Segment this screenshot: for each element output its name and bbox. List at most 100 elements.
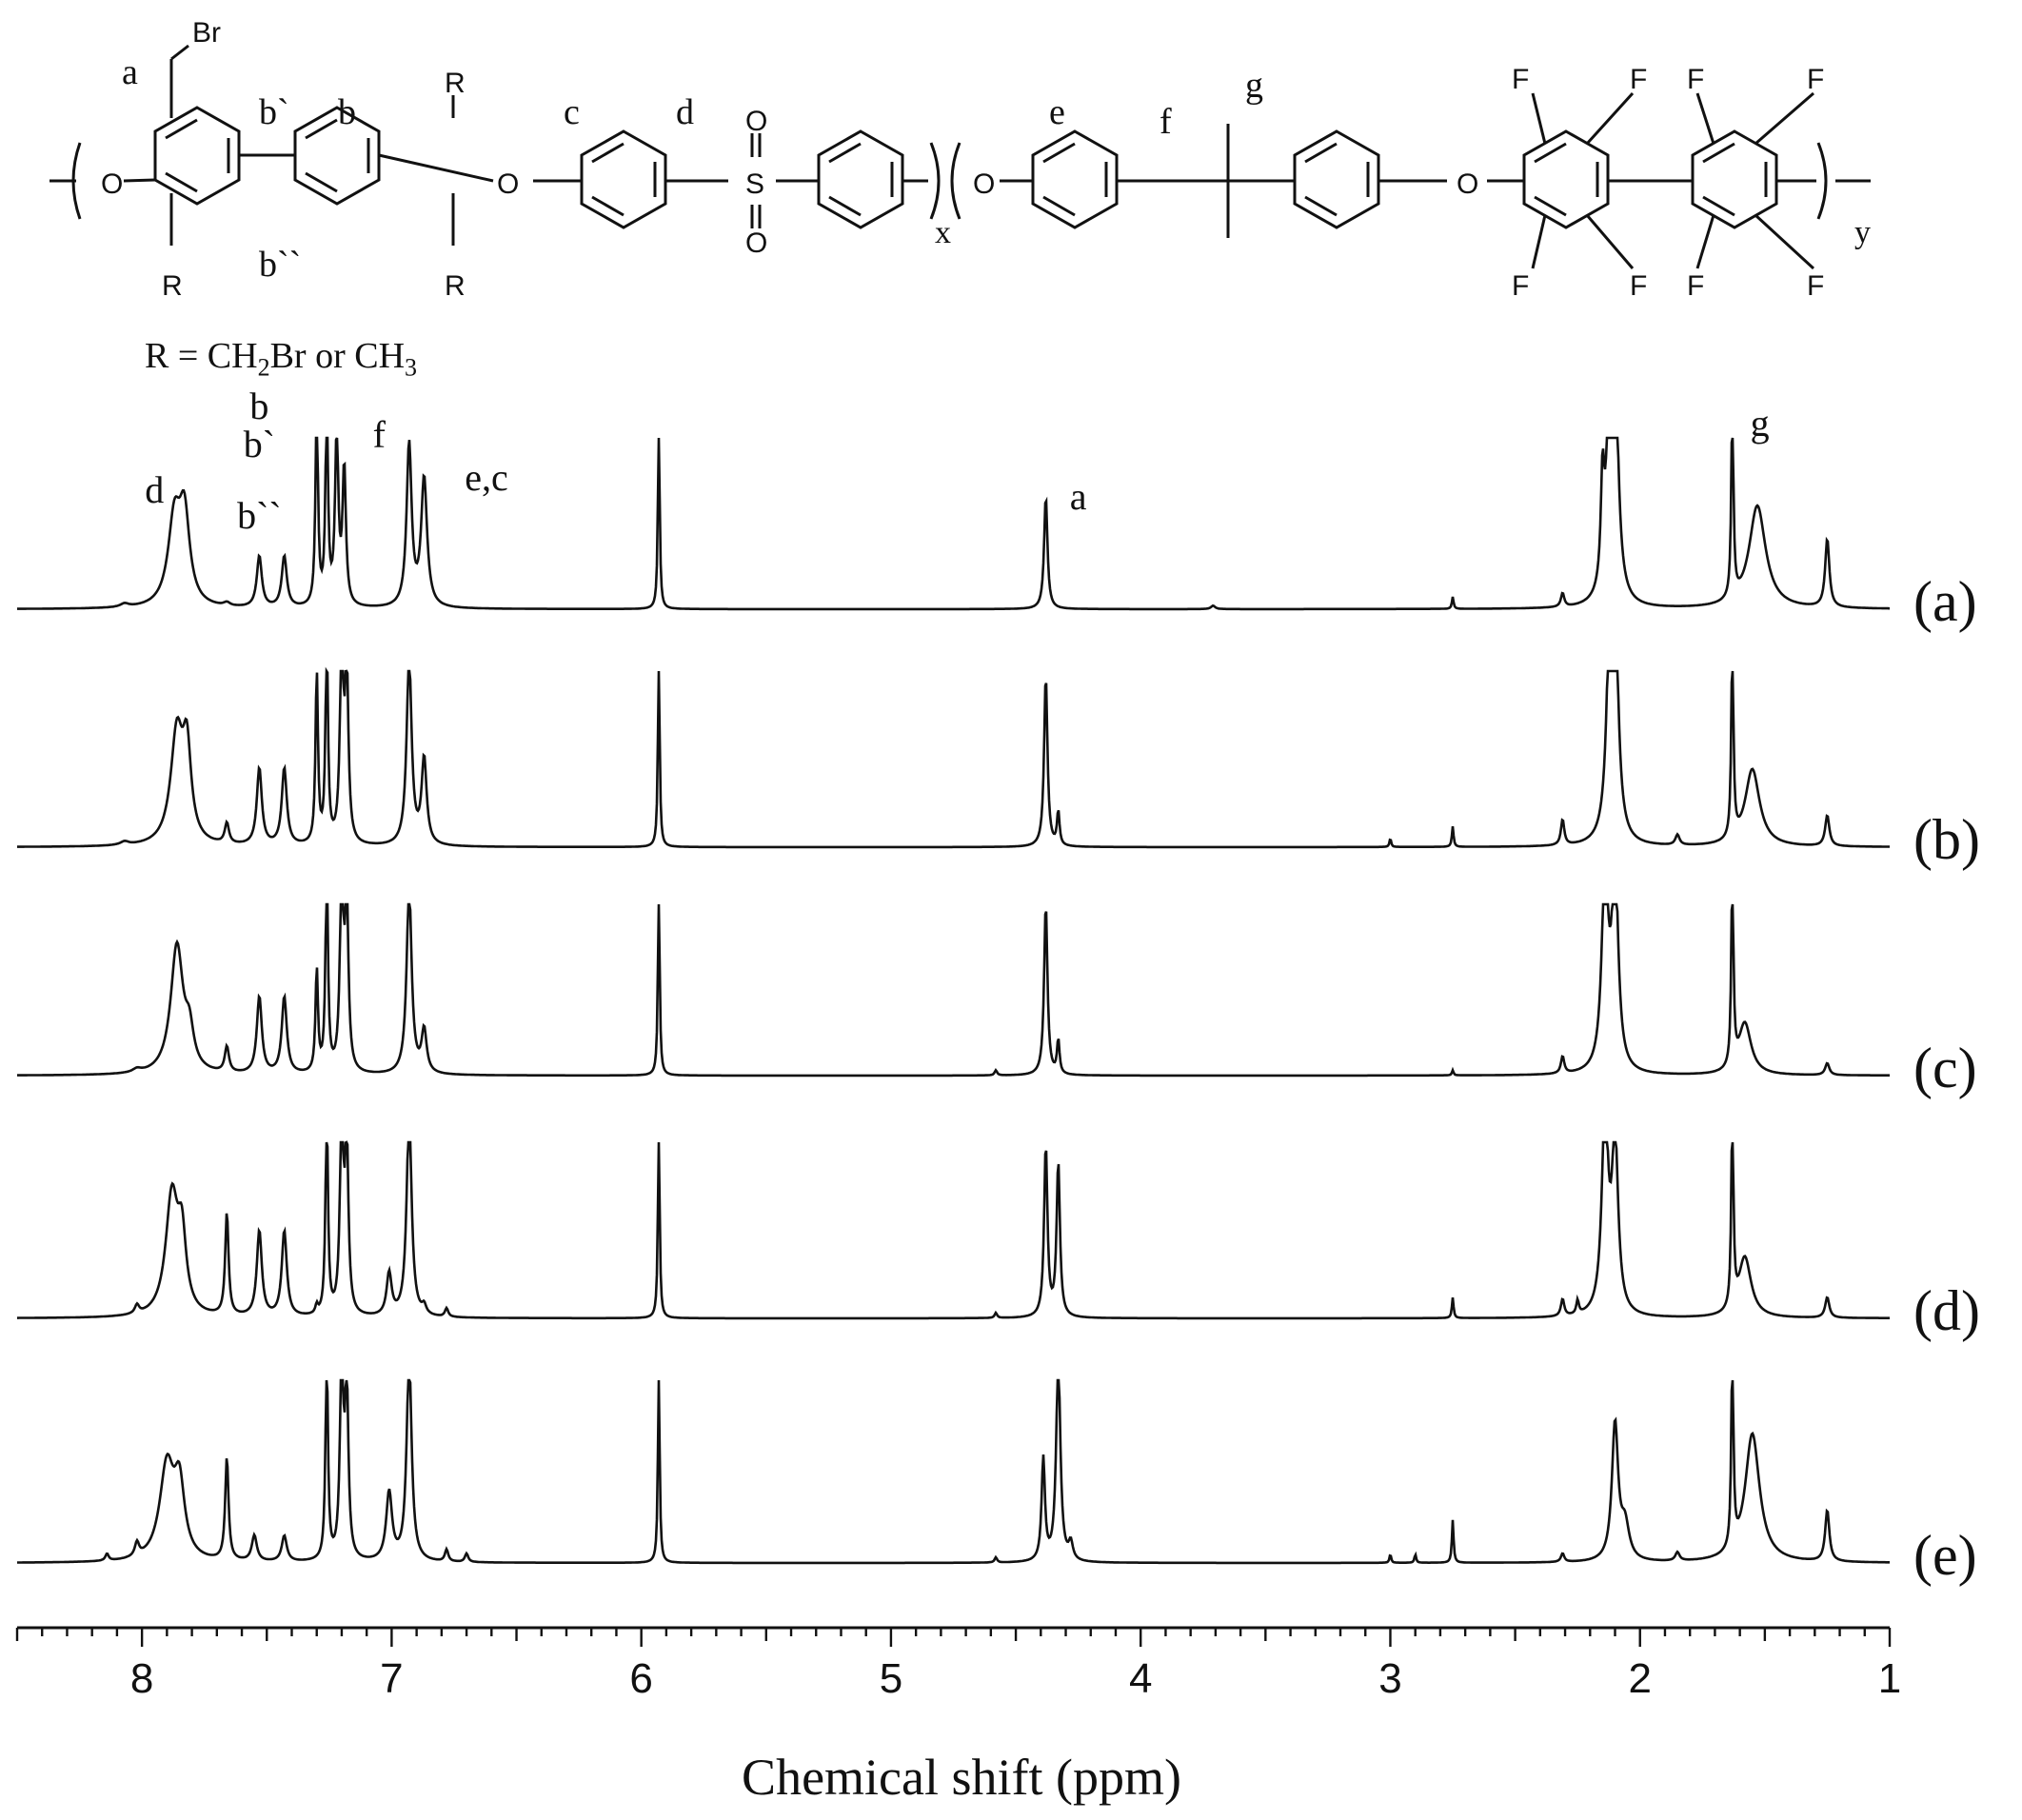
ring6-double-bond <box>1304 142 1338 164</box>
x-axis-ticks: 8 7 6 5 4 3 2 1 <box>15 1628 1901 1702</box>
open-bracket-x <box>71 142 82 220</box>
x-tick-label: 3 <box>1378 1655 1401 1702</box>
series-label: (d) <box>1913 1279 1980 1342</box>
atom-o-sulfone-up: O <box>745 106 767 137</box>
atom-br: Br <box>192 17 221 49</box>
atom-f: F <box>1807 270 1824 302</box>
atom-o1: O <box>101 168 123 200</box>
ring8-double-bond <box>1702 195 1735 217</box>
close-bracket-y <box>1816 142 1828 220</box>
ring3-double-bond <box>591 142 624 164</box>
f-bond <box>1754 91 1814 146</box>
ring8-double-bond <box>1702 142 1735 164</box>
benzene-ring-3 <box>580 129 667 229</box>
atom-f: F <box>1687 270 1704 302</box>
atom-o3: O <box>973 168 995 200</box>
ring1-double-bond <box>165 118 198 140</box>
o1-ring1-bond <box>123 178 156 183</box>
x-tick-label: 8 <box>130 1655 153 1702</box>
peak-label: d <box>145 468 164 511</box>
ring2-double-bond <box>305 118 338 140</box>
br-bond <box>170 44 189 61</box>
ring2-o2-bond <box>378 153 494 183</box>
spectrum-trace <box>17 666 1890 849</box>
scheme-label-a: a <box>122 52 138 92</box>
series-label: (b) <box>1913 808 1980 871</box>
x-axis: 8 7 6 5 4 3 2 1 Chemical shift (ppm) <box>15 1626 1901 1806</box>
scheme-label-b: b <box>338 92 356 132</box>
peak-label: a <box>1070 475 1087 518</box>
atom-f: F <box>1512 270 1529 302</box>
x-tick-label: 2 <box>1628 1655 1651 1702</box>
f-bond <box>1695 92 1715 145</box>
benzene-ring-4 <box>817 129 904 229</box>
ring7-double-bond <box>1534 142 1567 164</box>
perfluoro-ring-2 <box>1691 129 1778 229</box>
atom-f: F <box>1687 64 1704 95</box>
atom-o2: O <box>497 168 519 200</box>
peak-label: g <box>1751 402 1770 445</box>
peak-label: f <box>373 413 387 456</box>
spectrum-trace <box>17 1140 1890 1320</box>
caption-sub-3: 3 <box>405 353 418 382</box>
series-label: (c) <box>1913 1037 1977 1099</box>
series-labels: (a) (b) (c) (d) (e) <box>1913 570 1980 1587</box>
spectrum-trace <box>17 902 1890 1078</box>
ring5-double-bond <box>1042 142 1076 164</box>
series-label: (e) <box>1913 1524 1977 1587</box>
x-tick-label: 7 <box>380 1655 403 1702</box>
f-bond <box>1585 214 1635 269</box>
atom-f: F <box>1512 64 1529 95</box>
f-bond <box>1754 213 1815 270</box>
caption-mid: Br or CH <box>269 336 406 376</box>
x-tick-label: 5 <box>880 1655 902 1702</box>
scheme-caption: R = CH2Br or CH3 <box>145 335 417 383</box>
scheme-label-b2: b`` <box>259 245 301 285</box>
x-axis-title: Chemical shift (ppm) <box>742 1749 1181 1806</box>
atom-o4: O <box>1457 168 1478 200</box>
atom-r2: R <box>445 68 466 99</box>
atom-r3: R <box>445 270 466 302</box>
f-bond <box>1531 92 1547 145</box>
atom-o-sulfone-down: O <box>745 228 767 259</box>
peak-label: b <box>249 385 268 427</box>
x-tick-label: 6 <box>629 1655 652 1702</box>
benzene-ring-2 <box>293 106 381 206</box>
ring1-double-bond <box>165 171 198 193</box>
nmr-spectra <box>17 436 1890 1565</box>
benzene-ring-6 <box>1293 129 1380 229</box>
f-bond <box>1695 214 1715 269</box>
spectrum-trace <box>17 1378 1890 1565</box>
f-bond <box>1585 91 1635 146</box>
x-tick-label: 1 <box>1878 1655 1901 1702</box>
scheme-text: Br O O S O O O O R R R F F F F F F F F a… <box>101 17 1871 302</box>
peak-label: e,c <box>465 456 508 499</box>
ring4-double-bond <box>828 142 862 164</box>
scheme-label-f: f <box>1160 102 1172 142</box>
benzene-ring-1 <box>153 106 241 206</box>
atom-r1: R <box>162 270 183 302</box>
scheme-label-e: e <box>1049 92 1065 132</box>
polymer-structure-scheme <box>50 44 1871 270</box>
ring5-double-bond <box>1042 195 1076 217</box>
ring6-double-bond <box>1304 195 1338 217</box>
open-bracket-y <box>950 142 961 220</box>
peak-labels: d bb` b`` f e,c a g <box>145 385 1769 537</box>
close-bracket-x <box>929 142 941 220</box>
x-tick-label: 4 <box>1129 1655 1152 1702</box>
caption-sub-2: 2 <box>257 353 270 382</box>
ring4-double-bond <box>828 195 862 217</box>
perfluoro-ring-1 <box>1522 129 1610 229</box>
spectrum-trace <box>17 436 1890 611</box>
scheme-label-c: c <box>564 92 580 132</box>
ring2-double-bond <box>305 171 338 193</box>
series-label: (a) <box>1913 570 1977 633</box>
atom-s: S <box>745 168 764 200</box>
atom-f: F <box>1630 64 1647 95</box>
scheme-label-d: d <box>676 92 694 132</box>
peak-label: b` <box>244 423 275 465</box>
subscript-y: y <box>1854 215 1871 250</box>
ring3-double-bond <box>591 195 624 217</box>
subscript-x: x <box>935 215 951 250</box>
